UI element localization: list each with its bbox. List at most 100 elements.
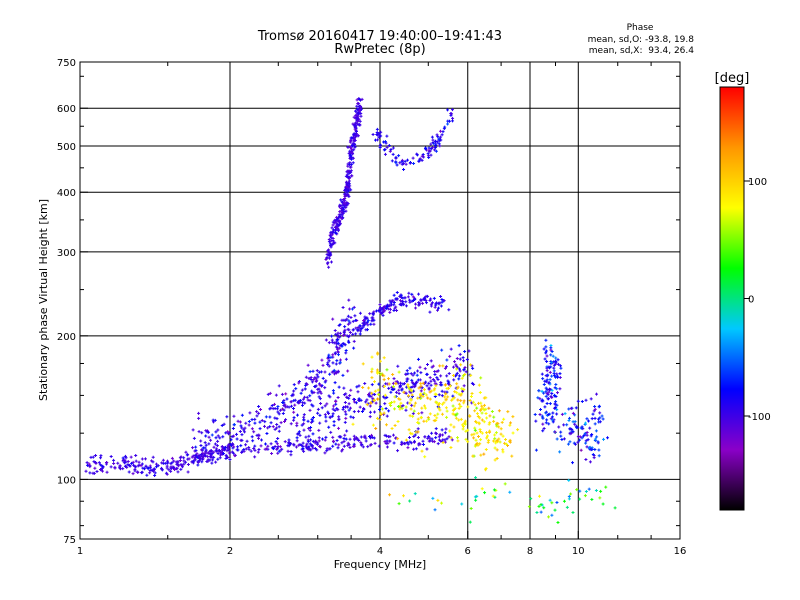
echo-point (92, 460, 96, 464)
echo-point (544, 338, 548, 342)
echo-point (545, 388, 549, 392)
echo-point (473, 428, 477, 432)
echo-point (407, 428, 411, 432)
echo-point (554, 356, 558, 360)
echo-point (321, 376, 325, 380)
echo-point (552, 371, 556, 375)
echo-point (547, 422, 551, 426)
echo-point (357, 102, 361, 106)
echo-point (434, 149, 438, 153)
echo-point (301, 397, 305, 401)
echo-point (589, 397, 593, 401)
echo-point (393, 424, 397, 428)
echo-point (353, 436, 357, 440)
echo-point (433, 382, 437, 386)
echo-point (441, 130, 445, 134)
echo-point (330, 338, 334, 342)
echo-point (457, 374, 461, 378)
echo-point (329, 252, 333, 256)
echo-point (295, 439, 299, 443)
echo-point (85, 461, 89, 465)
echo-point (225, 415, 229, 419)
echo-point (335, 217, 339, 221)
echo-point (335, 222, 339, 226)
echo-point (506, 410, 510, 414)
echo-point (349, 188, 353, 192)
echo-point (141, 466, 145, 470)
echo-point (411, 381, 415, 385)
echo-point (466, 440, 470, 444)
echo-point (456, 439, 460, 443)
echo-point (593, 422, 597, 426)
echo-point (308, 408, 312, 412)
echo-point (300, 388, 304, 392)
echo-point (467, 349, 471, 353)
echo-point (349, 415, 353, 419)
echo-point (235, 437, 239, 441)
echo-point (494, 431, 498, 435)
echo-point (416, 357, 420, 361)
echo-point (160, 467, 164, 471)
echo-point (437, 435, 441, 439)
echo-point (293, 398, 297, 402)
echo-point (435, 416, 439, 420)
echo-point (503, 441, 507, 445)
echo-point (179, 467, 183, 471)
echo-point (321, 437, 325, 441)
echo-point (338, 210, 342, 214)
echo-point (439, 380, 443, 384)
echo-point (153, 471, 157, 475)
echo-point (420, 449, 424, 453)
echo-point (378, 310, 382, 314)
echo-point (235, 432, 239, 436)
echo-point (553, 430, 557, 434)
echo-point (495, 448, 499, 452)
echo-point (500, 420, 504, 424)
echo-point (370, 376, 374, 380)
echo-point (598, 411, 602, 415)
echo-point (230, 450, 234, 454)
echo-point (416, 396, 420, 400)
echo-point (403, 296, 407, 300)
echo-point (451, 374, 455, 378)
echo-point (345, 183, 349, 187)
echo-point (424, 393, 428, 397)
echo-point (474, 476, 478, 480)
echo-point (346, 176, 350, 180)
echo-point (295, 436, 299, 440)
echo-point (451, 394, 455, 398)
echo-point (216, 428, 220, 432)
echo-point (437, 393, 441, 397)
echo-point (462, 359, 466, 363)
echo-point (142, 467, 146, 471)
echo-point (450, 108, 454, 112)
echo-point (242, 448, 246, 452)
echo-point (355, 98, 359, 102)
echo-point (225, 449, 229, 453)
echo-point (289, 422, 293, 426)
echo-point (454, 363, 458, 367)
echo-point (406, 394, 410, 398)
echo-point (326, 363, 330, 367)
echo-point (392, 400, 396, 404)
echo-point (429, 302, 433, 306)
echo-point (191, 446, 195, 450)
echo-point (509, 421, 513, 425)
echo-point (331, 435, 335, 439)
echo-point (425, 372, 429, 376)
echo-point (165, 472, 169, 476)
echo-point (436, 403, 440, 407)
echo-point (428, 436, 432, 440)
echo-point (218, 456, 222, 460)
echo-point (150, 468, 154, 472)
echo-point (445, 415, 449, 419)
echo-point (317, 439, 321, 443)
echo-point (376, 351, 380, 355)
echo-point (435, 401, 439, 405)
echo-point (377, 444, 381, 448)
echo-point (359, 443, 363, 447)
echo-point (372, 436, 376, 440)
echo-point (320, 406, 324, 410)
echo-point (343, 420, 347, 424)
echo-point (508, 423, 512, 427)
